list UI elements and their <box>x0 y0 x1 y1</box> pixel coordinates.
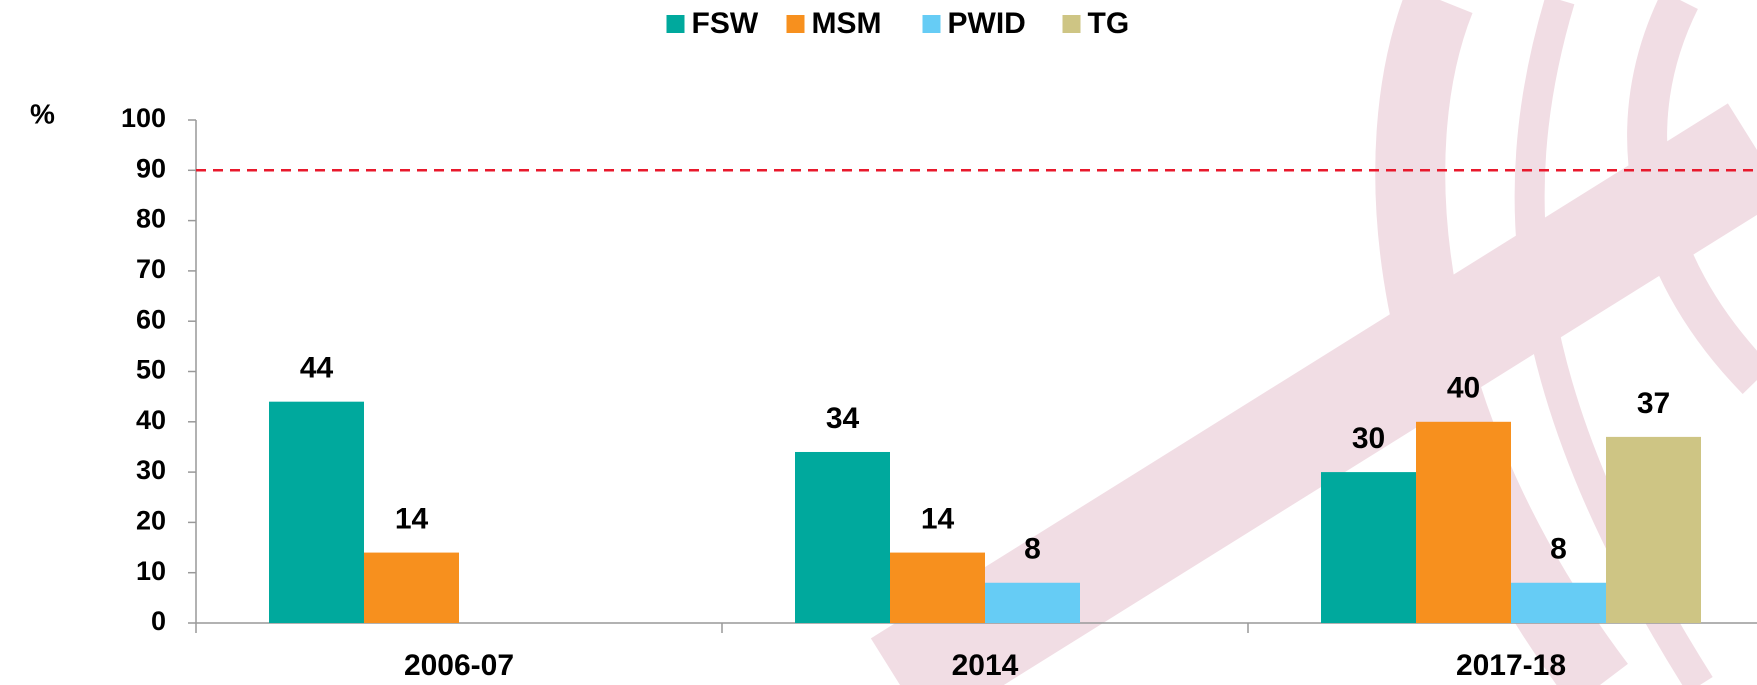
value-label: 37 <box>1637 387 1670 420</box>
y-tick-label: 20 <box>136 506 166 536</box>
x-tick-label: 2014 <box>952 649 1019 682</box>
bar <box>890 553 985 623</box>
y-tick-label: 80 <box>136 204 166 234</box>
legend-swatch <box>787 15 805 33</box>
chart: % 0 10 20 30 40 50 60 70 80 90 100 2006-07 2014 2017-… <box>0 0 1757 685</box>
bar <box>269 402 364 623</box>
y-tick-label: 100 <box>121 103 166 133</box>
legend-swatch <box>667 15 685 33</box>
legend-label: PWID <box>948 7 1026 40</box>
y-tick-label: 60 <box>136 304 166 334</box>
bar <box>795 452 890 623</box>
y-tick-label: 30 <box>136 455 166 485</box>
y-tick-label: 90 <box>136 153 166 183</box>
y-tick-label: 10 <box>136 556 166 586</box>
bar <box>985 583 1080 623</box>
y-tick-label: 50 <box>136 355 166 385</box>
value-label: 14 <box>921 503 955 536</box>
y-tick-label: 40 <box>136 405 166 435</box>
legend-swatch <box>923 15 941 33</box>
value-label: 30 <box>1352 422 1385 455</box>
bar <box>1606 437 1701 623</box>
y-tick-label: 70 <box>136 254 166 284</box>
x-tick-label: 2017-18 <box>1456 649 1566 682</box>
bar <box>1416 422 1511 623</box>
value-label: 8 <box>1024 533 1041 566</box>
y-axis-label: % <box>30 98 55 129</box>
legend-label: TG <box>1088 7 1130 40</box>
bar <box>364 553 459 623</box>
x-tick-label: 2006-07 <box>404 649 514 682</box>
legend-label: MSM <box>812 7 882 40</box>
value-label: 34 <box>826 402 860 435</box>
value-label: 40 <box>1447 372 1480 405</box>
legend-label: FSW <box>692 7 759 40</box>
bar <box>1321 472 1416 623</box>
value-label: 14 <box>395 503 429 536</box>
value-label: 44 <box>300 352 334 385</box>
legend-swatch <box>1063 15 1081 33</box>
value-label: 8 <box>1550 533 1567 566</box>
bar <box>1511 583 1606 623</box>
y-tick-label: 0 <box>151 606 166 636</box>
